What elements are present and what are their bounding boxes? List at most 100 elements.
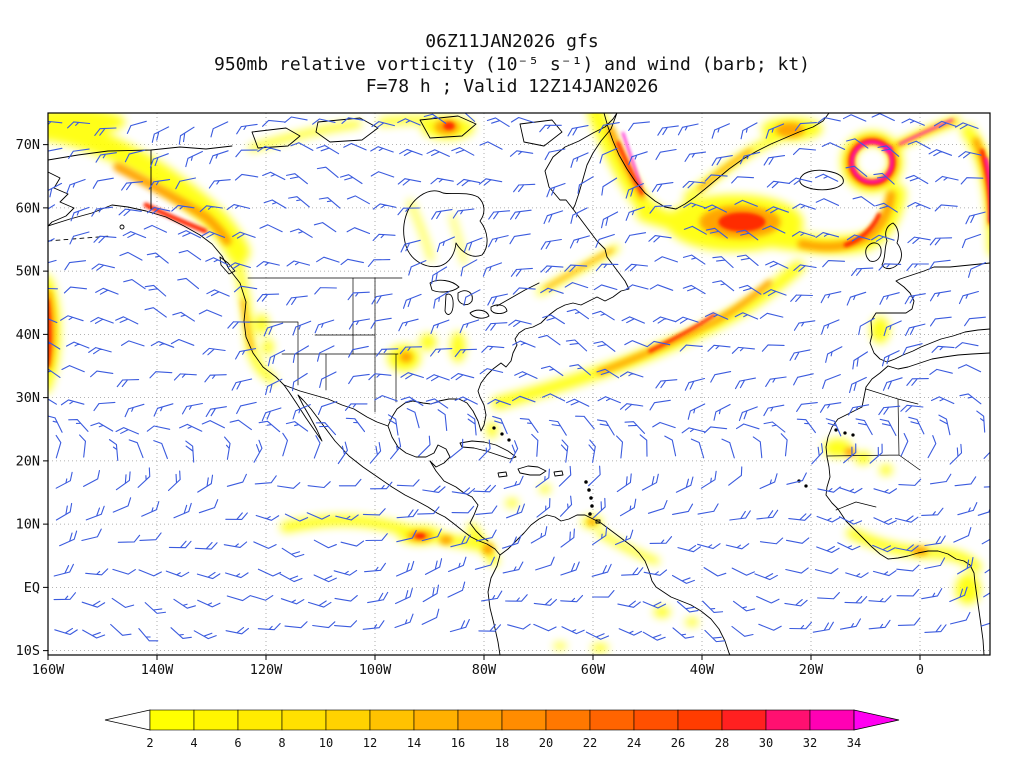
wind-barb (958, 151, 982, 159)
map-graphic-shape (479, 368, 504, 375)
map-graphic-shape (259, 224, 283, 233)
map-graphic-shape (319, 371, 337, 388)
map-graphic-shape (137, 467, 151, 488)
map-graphic-shape (362, 508, 386, 516)
wind-barb (197, 474, 214, 493)
map-graphic-shape (117, 534, 141, 543)
map-graphic-shape (231, 378, 253, 391)
wind-barb (396, 529, 417, 543)
wind-barb (340, 540, 365, 547)
wind-barb (731, 567, 755, 576)
map-graphic-shape (485, 322, 508, 331)
wind-barb (201, 420, 225, 429)
map-graphic-shape (765, 123, 785, 139)
wind-barb (68, 418, 89, 432)
map-graphic-shape (138, 628, 159, 642)
wind-barb (48, 395, 57, 405)
map-graphic-shape (619, 498, 637, 517)
wind-barb (512, 287, 536, 295)
wind-barb (399, 148, 423, 156)
map-graphic-shape (649, 205, 672, 214)
wind-barb (265, 378, 283, 396)
wind-barb (540, 365, 564, 377)
map-graphic-shape (146, 425, 171, 432)
map-graphic-shape (337, 441, 348, 465)
map-graphic-shape (284, 116, 308, 123)
wind-barb (231, 378, 253, 391)
colorbar-segment (765, 709, 811, 731)
map-graphic-shape (334, 620, 358, 628)
wind-barb (91, 206, 113, 217)
map-graphic-shape (896, 564, 920, 572)
map-graphic-shape (447, 581, 466, 598)
map-graphic-shape (908, 416, 925, 435)
map-graphic-shape (509, 150, 534, 157)
wind-barb (961, 233, 982, 249)
wind-barb (463, 289, 481, 307)
map-graphic-shape (878, 405, 901, 416)
wind-barb (953, 526, 972, 543)
map-graphic-shape (570, 152, 589, 168)
map-graphic-shape (648, 313, 716, 353)
wind-barb (872, 544, 896, 553)
map-graphic-shape (365, 533, 388, 542)
map-graphic-shape (655, 379, 678, 389)
map-graphic-shape (475, 505, 498, 515)
wind-barb (179, 423, 203, 432)
wind-barb (758, 623, 782, 631)
map-graphic-shape (263, 199, 287, 209)
map-graphic-shape (256, 293, 280, 302)
lat-tick-label: 20N (16, 453, 40, 469)
wind-barb (700, 470, 717, 489)
coast-pacific (48, 204, 501, 655)
wind-barb (570, 207, 588, 224)
map-graphic-shape (510, 209, 532, 220)
map-graphic-shape (126, 120, 147, 134)
map-graphic-shape (256, 261, 280, 268)
wind-barb (452, 208, 475, 219)
map-graphic-shape (675, 316, 699, 324)
map-graphic-shape (983, 437, 990, 459)
map-graphic-shape (502, 534, 522, 549)
map-graphic-shape (348, 373, 370, 385)
wind-barb (702, 600, 724, 614)
wind-barb (929, 368, 953, 375)
wind-barb (569, 364, 591, 376)
wind-barb (907, 140, 931, 150)
map-graphic-shape (569, 364, 591, 376)
map-graphic-shape (790, 294, 813, 303)
lat-tick-label: 70N (16, 137, 40, 153)
wind-barb (655, 148, 677, 161)
map-graphic-shape (533, 623, 557, 632)
map-graphic-shape (201, 231, 226, 239)
map-graphic-shape (284, 621, 308, 629)
map-graphic-shape (179, 423, 203, 432)
wind-barb (281, 547, 305, 558)
map-graphic-shape (964, 316, 986, 327)
wind-barb (820, 291, 842, 304)
wind-barb (165, 570, 190, 578)
wind-barb (398, 318, 419, 332)
wind-barb (544, 148, 566, 161)
map-graphic-shape (318, 197, 341, 209)
wind-barb (312, 621, 336, 629)
map-graphic-shape (367, 259, 391, 267)
map-graphic-shape (591, 643, 609, 653)
map-graphic-shape (539, 484, 551, 494)
map-graphic-shape (94, 127, 117, 136)
wind-barb (307, 481, 331, 489)
map-graphic-shape (48, 182, 63, 200)
map-graphic-shape (48, 367, 61, 378)
map-graphic-shape (854, 451, 872, 465)
wind-barb (430, 348, 453, 357)
map-graphic-shape (763, 421, 786, 433)
map-graphic-shape (422, 485, 446, 493)
wind-barb (759, 473, 778, 490)
map-graphic-shape (649, 536, 673, 544)
map-graphic-shape (548, 419, 567, 436)
map-graphic-shape (69, 231, 90, 245)
map-graphic-shape (934, 204, 958, 212)
map-graphic-shape (684, 377, 706, 391)
wind-barb (651, 182, 674, 193)
map-graphic-shape (509, 233, 531, 245)
